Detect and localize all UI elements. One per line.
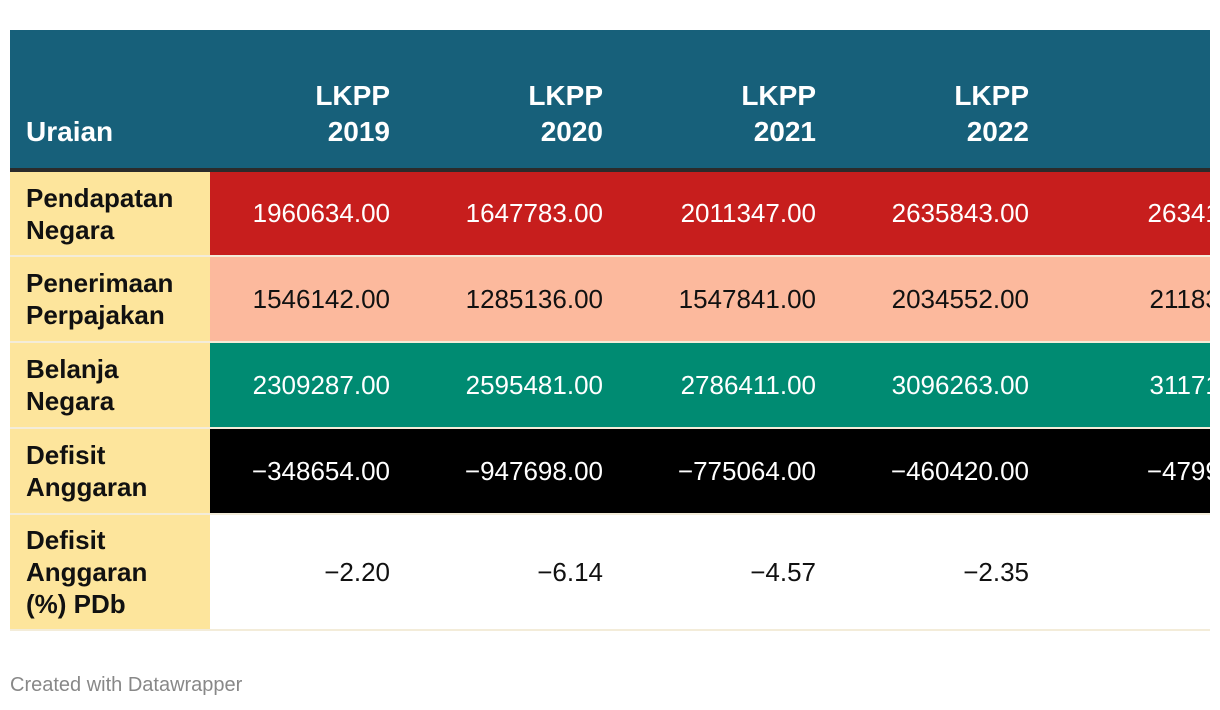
table-row: Pendapatan Negara 1960634.00 1647783.00 201… (10, 170, 1210, 257)
header-text: 2020 (540, 116, 603, 147)
cell: −2. (1049, 514, 1210, 631)
header-row: UraianLKPP2019LKPP2020LKPP2021LKPP2022LK… (10, 30, 1210, 172)
cell: −2.35 (836, 514, 1049, 631)
header-text: 2022 (966, 116, 1029, 147)
table-body: Pendapatan Negara 1960634.00 1647783.00 201… (10, 170, 1210, 631)
footer: Created with Datawrapper (10, 674, 243, 696)
column-header: LKI20 (1049, 30, 1210, 172)
column-header: Uraian (10, 30, 210, 172)
cell: 2634150. (1049, 170, 1210, 257)
column-header: LKPP 2019 (210, 30, 410, 172)
row-label: Defisit Anggaran (%) PDb (10, 514, 210, 631)
cell: 2011347.00 (623, 170, 836, 257)
cell: 2595481.00 (410, 342, 623, 429)
table-row: Defisit Anggaran (%) PDb −2.20 −6.14 −4.57−… (10, 514, 1210, 631)
cell: 2118350. (1049, 256, 1210, 343)
cell: −2.20 (210, 514, 410, 631)
header-text: Uraian (26, 116, 114, 147)
column-header: LKPP 2020 (410, 30, 623, 172)
table-container: UraianLKPP2019LKPP2020LKPP2021LKPP2022LK… (10, 30, 1210, 635)
table-row: Penerimaan Perpajakan 1546142.00 1285136.0… (10, 256, 1210, 343)
cell: 3117180. (1049, 342, 1210, 429)
column-header: LKPP 2022 (836, 30, 1049, 172)
table: UraianLKPP2019LKPP2020LKPP2021LKPP2022LK… (10, 30, 1210, 631)
header-text: LKPP (741, 80, 816, 111)
cell: 2786411.00 (623, 342, 836, 429)
row-label: Penerimaan Perpajakan (10, 256, 210, 343)
cell: −4.57 (623, 514, 836, 631)
cell: 3096263.00 (836, 342, 1049, 429)
header-text: LKPP (315, 80, 390, 111)
cell: 1960634.00 (210, 170, 410, 257)
row-label: Pendapatan Negara (10, 170, 210, 257)
table-row: Defisit Anggaran −348654.00 −947698.00 −775… (10, 428, 1210, 515)
column-header: LKPP 2021 (623, 30, 836, 172)
cell: −460420.00 (836, 428, 1049, 515)
cell: 1647783.00 (410, 170, 623, 257)
header-text: LKPP (528, 80, 603, 111)
cell: 2034552.00 (836, 256, 1049, 343)
cell: −775064.00 (623, 428, 836, 515)
cell: 1285136.00 (410, 256, 623, 343)
cell: −479930. (1049, 428, 1210, 515)
header-text: LKPP (954, 80, 1029, 111)
header-text: 2019 (327, 116, 390, 147)
cell: 2635843.00 (836, 170, 1049, 257)
cell: 1547841.00 (623, 256, 836, 343)
table-row: Belanja Negara 2309287.00 2595481.00 278641… (10, 342, 1210, 429)
row-label: Belanja Negara (10, 342, 210, 429)
cell: −6.14 (410, 514, 623, 631)
row-label: Defisit Anggaran (10, 428, 210, 515)
cell: 2309287.00 (210, 342, 410, 429)
cell: 1546142.00 (210, 256, 410, 343)
header-text: 2021 (753, 116, 816, 147)
cell: −348654.00 (210, 428, 410, 515)
cell: −947698.00 (410, 428, 623, 515)
